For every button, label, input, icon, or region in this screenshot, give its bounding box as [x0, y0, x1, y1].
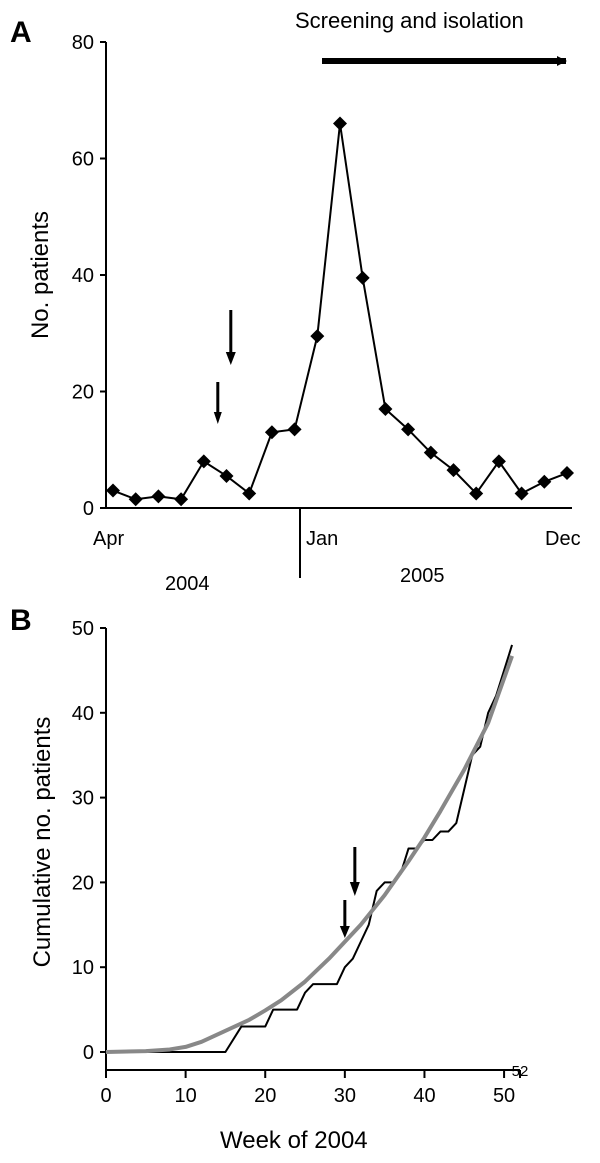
panel-a-data-point — [106, 483, 120, 498]
month-label-apr: Apr — [93, 528, 124, 550]
panel-a-y-axis-title: No. patients — [27, 211, 54, 339]
panel-a-y-tick-label: 40 — [72, 265, 94, 287]
panel-a-series — [106, 56, 574, 507]
week-arrow-1-head — [339, 926, 350, 938]
year-label-2005: 2005 — [400, 565, 445, 587]
panel-a-y-tick-label: 60 — [72, 149, 94, 171]
panel-b-y-tick-label: 0 — [83, 1042, 94, 1064]
year-label-2004: 2004 — [165, 573, 210, 595]
panel-b-series — [105, 644, 514, 1054]
panel-b-axes — [105, 628, 520, 1071]
panel-a-data-point — [469, 486, 484, 501]
panel-b-x-tick-label: 50 — [493, 1085, 515, 1107]
panel-b: B 0 10 20 30 40 50 0 10 20 30 40 50 52 Cumulative no… — [10, 604, 528, 1154]
panel-b-y-axis-title: Cumulative no. patients — [29, 717, 56, 968]
panel-b-y-tick-label: 50 — [72, 618, 94, 640]
month-label-dec: Dec — [545, 528, 581, 550]
panel-a-data-point — [355, 270, 370, 285]
panel-a-data-point — [333, 116, 347, 131]
panel-b-y-tick-label: 20 — [72, 872, 94, 894]
panel-a: A Screening and isolation 0 20 40 60 80 No. … — [10, 8, 581, 595]
panel-a-data-point — [401, 422, 416, 437]
panel-a-data-point — [264, 425, 279, 440]
panel-b-observed-line — [106, 644, 513, 1053]
panel-a-data-point — [287, 422, 302, 437]
panel-a-label: A — [10, 16, 32, 49]
panel-a-y-tick-label: 20 — [72, 382, 94, 404]
panel-a-data-point — [537, 474, 552, 489]
month-label-jan: Jan — [306, 528, 338, 550]
panel-a-series-line — [112, 123, 568, 501]
panel-a-data-point — [128, 492, 143, 507]
panel-b-x-tick-label: 20 — [254, 1085, 276, 1107]
panel-b-x-tick-label: 30 — [334, 1085, 356, 1107]
panel-b-x-tick-label: 40 — [413, 1085, 435, 1107]
week-arrow-2-head — [349, 882, 360, 896]
intervention-arrow-2-head — [225, 352, 236, 365]
panel-b-x-tick-label: 10 — [174, 1085, 196, 1107]
panel-a-y-tick-label: 80 — [72, 32, 94, 54]
panel-a-y-ticks: 0 20 40 60 80 — [72, 32, 106, 520]
intervention-arrow-1-head — [213, 412, 222, 424]
panel-b-y-tick-label: 30 — [72, 788, 94, 810]
panel-a-data-point — [378, 401, 393, 416]
panel-b-fitted-line — [105, 655, 514, 1054]
panel-a-data-point — [514, 486, 529, 501]
panel-a-data-point — [242, 486, 257, 501]
panel-b-y-tick-label: 10 — [72, 957, 94, 979]
screening-annotation: Screening and isolation — [295, 8, 524, 33]
panel-b-label: B — [10, 604, 32, 637]
panel-a-data-point — [491, 454, 506, 469]
panel-a-data-point — [196, 454, 211, 469]
panel-a-data-point — [446, 463, 461, 478]
panel-b-x-tick-label-52: 52 — [512, 1063, 529, 1080]
panel-b-ticks: 0 10 20 30 40 50 0 10 20 30 40 50 52 — [72, 618, 529, 1107]
panel-a-data-point — [310, 329, 325, 344]
panel-a-data-point — [174, 492, 189, 507]
panel-b-x-tick-label: 0 — [100, 1085, 111, 1107]
panel-a-data-point — [219, 468, 234, 483]
panel-a-data-point — [560, 466, 574, 481]
panel-b-y-tick-label: 40 — [72, 703, 94, 725]
panel-a-y-tick-label: 0 — [83, 498, 94, 520]
panel-a-data-point — [423, 445, 438, 460]
panel-a-data-point — [151, 489, 166, 504]
panel-b-x-axis-title: Week of 2004 — [220, 1127, 368, 1154]
